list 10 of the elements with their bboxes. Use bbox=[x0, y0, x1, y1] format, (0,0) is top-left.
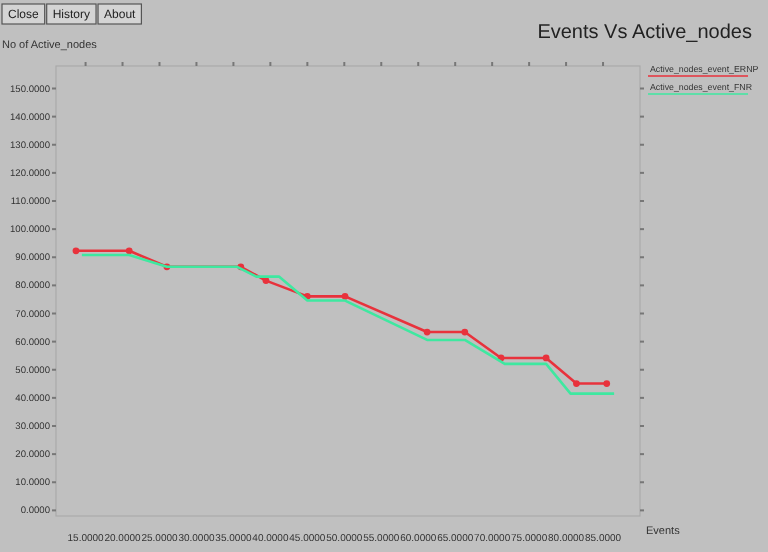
point bbox=[262, 277, 270, 284]
point bbox=[542, 354, 550, 362]
chart-title: Events Vs Active_nodes bbox=[537, 22, 752, 44]
point bbox=[423, 328, 431, 336]
point bbox=[341, 292, 349, 300]
point bbox=[125, 247, 133, 255]
point bbox=[72, 247, 80, 255]
point bbox=[573, 380, 580, 387]
point bbox=[461, 328, 469, 336]
point bbox=[603, 380, 611, 387]
